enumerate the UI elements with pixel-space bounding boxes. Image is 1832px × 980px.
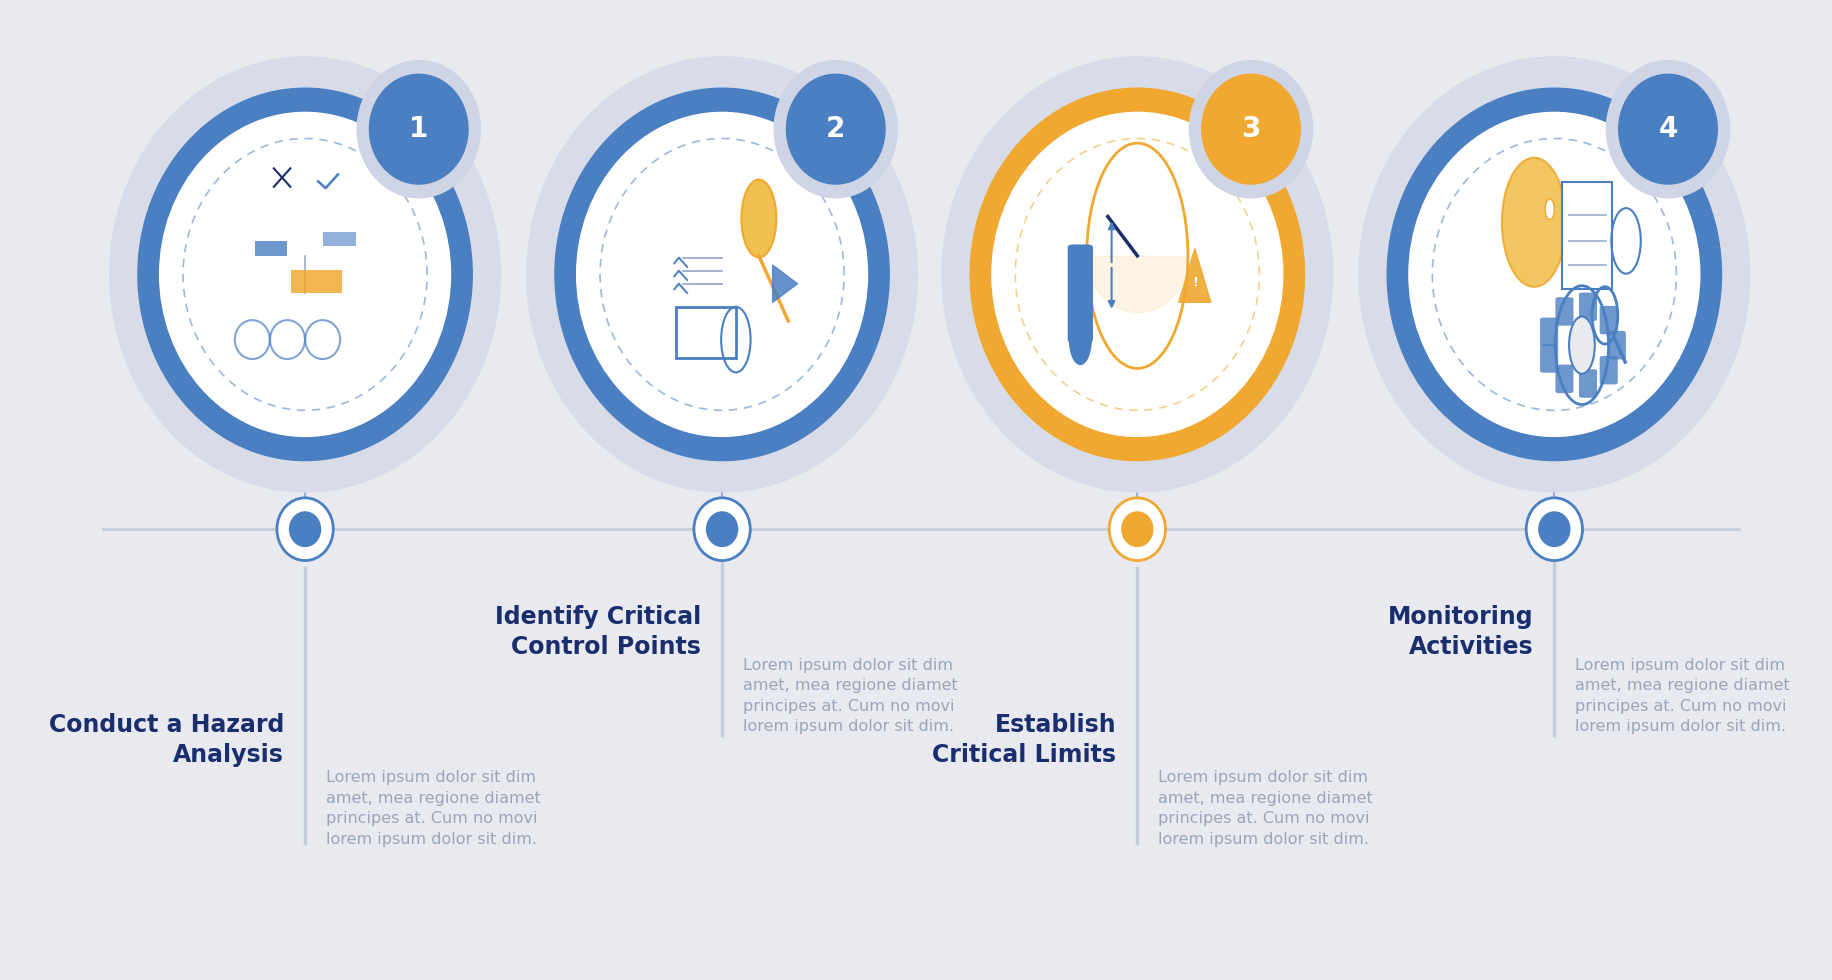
- FancyBboxPatch shape: [1599, 356, 1618, 384]
- Ellipse shape: [1108, 498, 1165, 561]
- Ellipse shape: [1544, 199, 1554, 220]
- Ellipse shape: [1202, 74, 1301, 184]
- FancyBboxPatch shape: [676, 308, 736, 359]
- Ellipse shape: [942, 57, 1332, 492]
- Ellipse shape: [191, 146, 420, 403]
- FancyBboxPatch shape: [1555, 297, 1574, 325]
- FancyBboxPatch shape: [324, 232, 355, 247]
- Ellipse shape: [707, 512, 738, 547]
- FancyBboxPatch shape: [1561, 181, 1612, 289]
- FancyBboxPatch shape: [1579, 293, 1598, 321]
- Polygon shape: [1178, 249, 1211, 302]
- Ellipse shape: [555, 88, 889, 461]
- Ellipse shape: [694, 498, 751, 561]
- Ellipse shape: [159, 113, 451, 436]
- Ellipse shape: [1409, 113, 1700, 436]
- Ellipse shape: [1068, 314, 1092, 366]
- Text: 1: 1: [409, 116, 429, 143]
- Polygon shape: [773, 266, 797, 302]
- Ellipse shape: [528, 57, 918, 492]
- Ellipse shape: [1438, 146, 1669, 403]
- FancyBboxPatch shape: [291, 270, 343, 293]
- Text: Identify Critical
Control Points: Identify Critical Control Points: [495, 605, 702, 660]
- Text: Establish
Critical Limits: Establish Critical Limits: [932, 712, 1116, 767]
- Text: Monitoring
Activities: Monitoring Activities: [1387, 605, 1533, 660]
- Ellipse shape: [370, 74, 467, 184]
- Text: 4: 4: [1658, 116, 1678, 143]
- FancyBboxPatch shape: [1608, 331, 1625, 360]
- Ellipse shape: [971, 88, 1304, 461]
- FancyBboxPatch shape: [1555, 365, 1574, 393]
- Text: Lorem ipsum dolor sit dim
amet, mea regione diamet
principes at. Cum no movi
lor: Lorem ipsum dolor sit dim amet, mea regi…: [326, 770, 540, 847]
- Text: 2: 2: [826, 116, 845, 143]
- Ellipse shape: [289, 512, 321, 547]
- Ellipse shape: [991, 113, 1282, 436]
- Ellipse shape: [606, 146, 837, 403]
- Ellipse shape: [1607, 61, 1729, 198]
- Text: Conduct a Hazard
Analysis: Conduct a Hazard Analysis: [49, 712, 284, 767]
- Text: !: !: [1193, 276, 1198, 289]
- Ellipse shape: [1502, 158, 1566, 287]
- Ellipse shape: [277, 498, 333, 561]
- Text: 3: 3: [1242, 116, 1260, 143]
- Ellipse shape: [357, 61, 480, 198]
- FancyBboxPatch shape: [1599, 306, 1618, 334]
- Ellipse shape: [786, 74, 885, 184]
- Ellipse shape: [1539, 512, 1570, 547]
- Ellipse shape: [1189, 61, 1312, 198]
- Ellipse shape: [1619, 74, 1717, 184]
- FancyBboxPatch shape: [1579, 369, 1598, 398]
- Ellipse shape: [577, 113, 868, 436]
- Ellipse shape: [1359, 57, 1750, 492]
- Text: Lorem ipsum dolor sit dim
amet, mea regione diamet
principes at. Cum no movi
lor: Lorem ipsum dolor sit dim amet, mea regi…: [1576, 658, 1790, 734]
- FancyBboxPatch shape: [1068, 244, 1094, 343]
- FancyBboxPatch shape: [1541, 318, 1559, 346]
- FancyBboxPatch shape: [255, 241, 286, 256]
- Ellipse shape: [1121, 512, 1152, 547]
- FancyBboxPatch shape: [1541, 344, 1559, 372]
- Ellipse shape: [1526, 498, 1583, 561]
- Ellipse shape: [1022, 146, 1253, 403]
- Ellipse shape: [742, 179, 777, 258]
- Text: Lorem ipsum dolor sit dim
amet, mea regione diamet
principes at. Cum no movi
lor: Lorem ipsum dolor sit dim amet, mea regi…: [744, 658, 958, 734]
- Text: Lorem ipsum dolor sit dim
amet, mea regione diamet
principes at. Cum no movi
lor: Lorem ipsum dolor sit dim amet, mea regi…: [1158, 770, 1374, 847]
- Ellipse shape: [1568, 317, 1596, 373]
- Ellipse shape: [110, 57, 500, 492]
- Ellipse shape: [775, 61, 898, 198]
- Ellipse shape: [1387, 88, 1722, 461]
- Ellipse shape: [137, 88, 473, 461]
